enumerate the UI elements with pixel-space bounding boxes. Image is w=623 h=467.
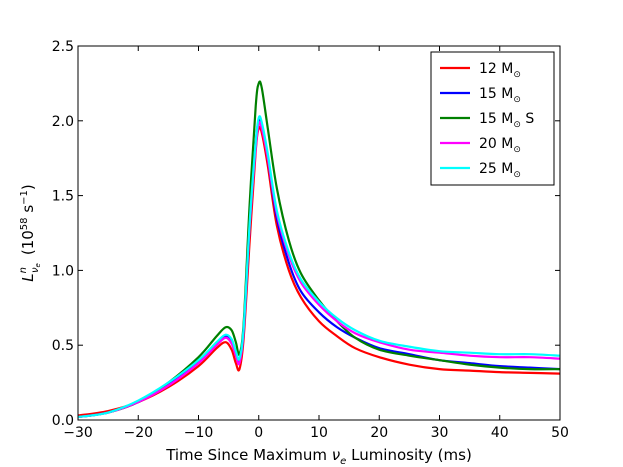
y-tick-label: 1.0 xyxy=(52,263,74,279)
x-tick-label: −30 xyxy=(63,425,93,441)
x-tick-label: 50 xyxy=(551,425,569,441)
x-tick-label: 20 xyxy=(370,425,388,441)
y-axis-label: Lnνe(1058 s−1) xyxy=(18,184,42,282)
y-tick-label: 0.0 xyxy=(52,413,74,429)
legend-label: 15 M⊙ xyxy=(479,86,521,105)
legend-label: 20 M⊙ xyxy=(479,136,521,155)
series-line-3 xyxy=(77,80,561,419)
ticks-layer: −30 −20 −10 0 10 20 30 40 50 0.0 0.5 1.0 1.5 2.0 2.5 xyxy=(52,39,569,441)
y-tick-label: 0.5 xyxy=(52,338,74,354)
series-line-5 xyxy=(77,115,561,419)
legend-label: 15 M⊙ S xyxy=(479,111,534,130)
x-tick-label: 10 xyxy=(310,425,328,441)
x-tick-label: 40 xyxy=(491,425,509,441)
series-line-4 xyxy=(77,121,561,419)
x-tick-label: −10 xyxy=(184,425,214,441)
y-tick-label: 1.5 xyxy=(52,189,74,205)
legend-label: 25 M⊙ xyxy=(479,161,521,180)
legend-entries: 12 M⊙ 15 M⊙ 15 M⊙ S 20 M⊙ 25 M⊙ xyxy=(440,61,534,180)
x-tick-label: 0 xyxy=(254,425,263,441)
x-tick-label: 30 xyxy=(431,425,449,441)
x-axis-label: Time Since Maximum νe Luminosity (ms) xyxy=(165,446,472,467)
y-tick-label: 2.0 xyxy=(52,114,74,130)
x-tick-label: −20 xyxy=(123,425,153,441)
legend: 12 M⊙ 15 M⊙ 15 M⊙ S 20 M⊙ 25 M⊙ xyxy=(430,51,555,186)
y-tick-label: 2.5 xyxy=(52,39,74,55)
series-layer xyxy=(77,80,561,419)
legend-label: 12 M⊙ xyxy=(479,61,521,80)
